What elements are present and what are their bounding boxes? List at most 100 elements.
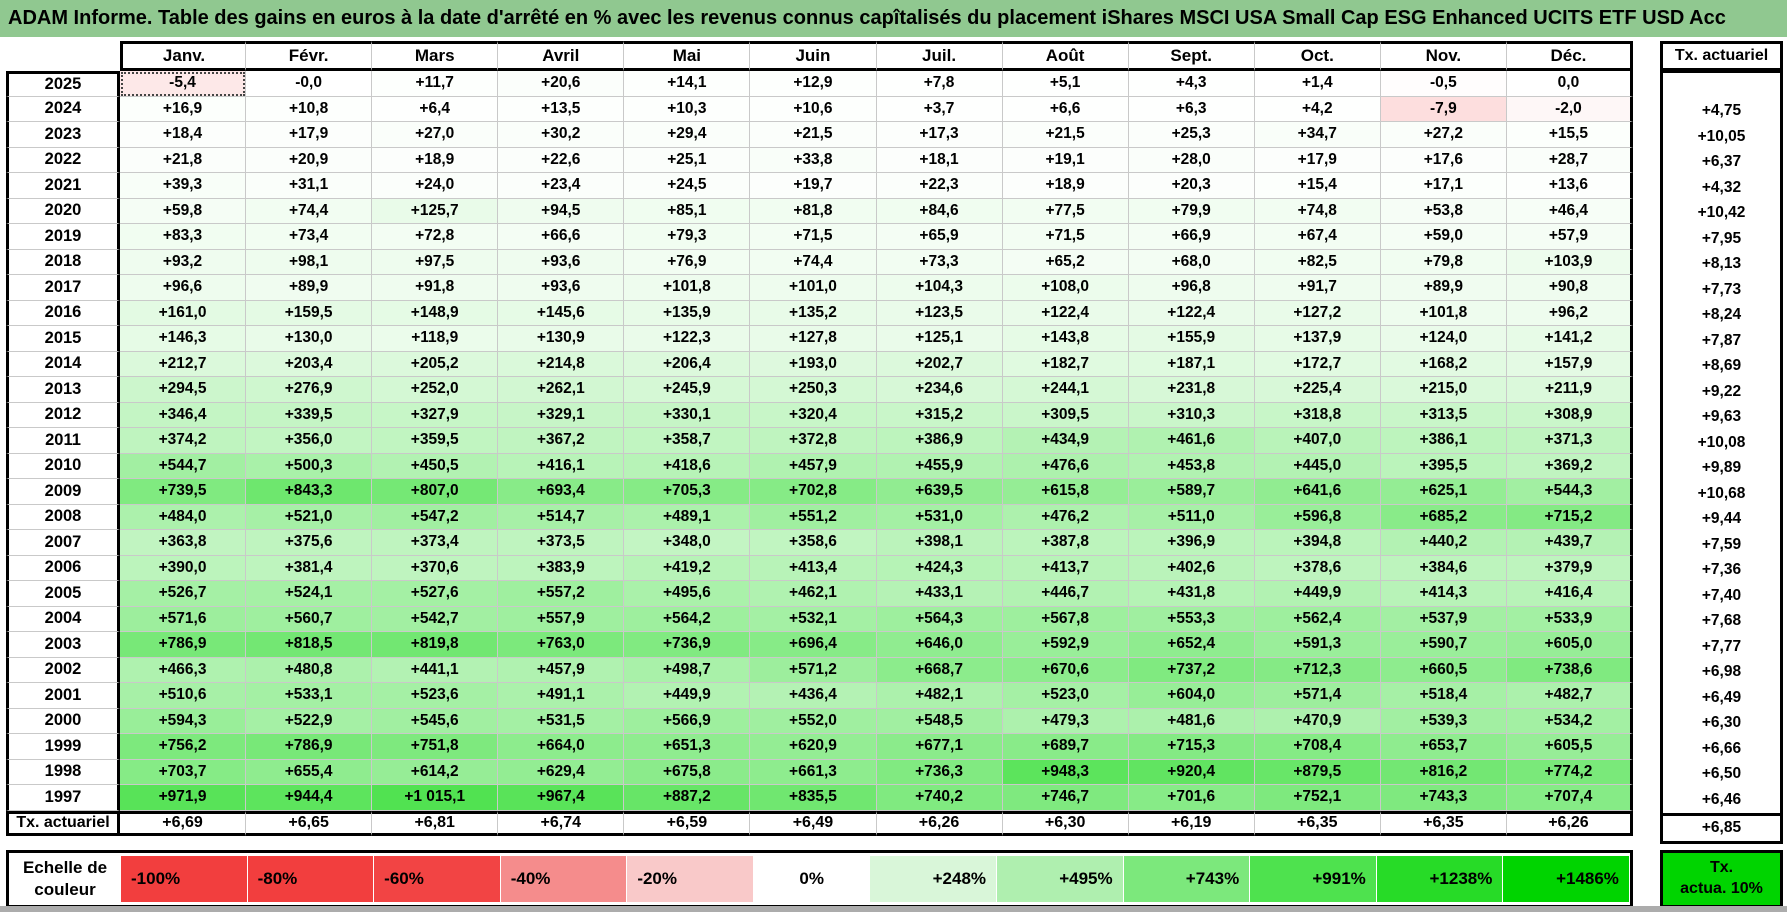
gain-cell[interactable]: +439,7 [1506,530,1633,556]
gain-cell[interactable]: +6,35 [1380,810,1507,836]
gain-cell[interactable]: +470,9 [1254,708,1381,734]
gain-cell[interactable]: +675,8 [624,759,751,785]
gain-cell[interactable]: +6,3 [1128,96,1255,122]
gain-cell[interactable]: +390,0 [120,555,247,581]
gain-cell[interactable]: +327,9 [372,402,499,428]
gain-cell[interactable]: +548,5 [876,708,1003,734]
gain-cell[interactable]: +46,4 [1506,198,1633,224]
gain-cell[interactable]: +39,3 [120,173,247,199]
gain-cell[interactable]: +1 015,1 [372,785,499,811]
gain-cell[interactable]: +6,59 [624,810,751,836]
gain-cell[interactable]: +604,0 [1128,683,1255,709]
gain-cell[interactable]: +17,3 [876,122,1003,148]
gain-cell[interactable]: +387,8 [1002,530,1129,556]
gain-cell[interactable]: +449,9 [1254,581,1381,607]
gain-cell[interactable]: +13,6 [1506,173,1633,199]
tx-actuariel-value[interactable]: +10,05 [1697,127,1746,145]
tx-actuariel-value[interactable] [1663,73,1780,99]
gain-cell[interactable]: +542,7 [372,606,499,632]
tx-actuariel-value[interactable]: +6,85 [1663,812,1780,841]
gain-cell[interactable]: +157,9 [1506,351,1633,377]
gain-cell[interactable]: +693,4 [498,479,625,505]
tx-actuariel-value[interactable]: +7,40 [1701,586,1742,604]
gain-cell[interactable]: +407,0 [1254,428,1381,454]
gain-cell[interactable]: +24,0 [372,173,499,199]
gain-cell[interactable]: +262,1 [498,377,625,403]
gain-cell[interactable]: +225,4 [1254,377,1381,403]
gain-cell[interactable]: +294,5 [120,377,247,403]
gain-cell[interactable]: +122,3 [624,326,751,352]
gain-cell[interactable]: +124,0 [1380,326,1507,352]
gain-cell[interactable]: +89,9 [246,275,373,301]
gain-cell[interactable]: +6,65 [246,810,373,836]
gain-cell[interactable]: +495,6 [624,581,751,607]
gain-cell[interactable]: +652,4 [1128,632,1255,658]
gain-cell[interactable]: +245,9 [624,377,751,403]
gain-cell[interactable]: +71,5 [1002,224,1129,250]
gain-cell[interactable]: +310,3 [1128,402,1255,428]
gain-cell[interactable]: +500,3 [246,453,373,479]
tx-actuariel-value[interactable]: +10,42 [1697,204,1746,222]
gain-cell[interactable]: +17,9 [246,122,373,148]
gain-cell[interactable]: +97,5 [372,249,499,275]
gain-cell[interactable]: +402,6 [1128,555,1255,581]
gain-cell[interactable]: +329,1 [498,402,625,428]
gain-cell[interactable]: +15,5 [1506,122,1633,148]
gain-cell[interactable]: +818,5 [246,632,373,658]
gain-cell[interactable]: +25,1 [624,147,751,173]
gain-cell[interactable]: +91,8 [372,275,499,301]
gain-cell[interactable]: +98,1 [246,249,373,275]
gain-cell[interactable]: +85,1 [624,198,751,224]
gain-cell[interactable]: +143,8 [1002,326,1129,352]
gain-cell[interactable]: +28,0 [1128,147,1255,173]
gain-cell[interactable]: +6,81 [372,810,499,836]
gain-cell[interactable]: +552,0 [750,708,877,734]
gain-cell[interactable]: +703,7 [120,759,247,785]
gain-cell[interactable]: +96,6 [120,275,247,301]
gain-cell[interactable]: +206,4 [624,351,751,377]
gain-cell[interactable]: +743,3 [1380,785,1507,811]
tx-actuariel-value[interactable]: +9,89 [1701,459,1742,477]
gain-cell[interactable]: +79,8 [1380,249,1507,275]
gain-cell[interactable]: +6,6 [1002,96,1129,122]
gain-cell[interactable]: +433,1 [876,581,1003,607]
gain-cell[interactable]: +533,1 [246,683,373,709]
gain-cell[interactable]: +313,5 [1380,402,1507,428]
gain-cell[interactable]: +653,7 [1380,734,1507,760]
tx-actuariel-value[interactable]: +7,87 [1701,331,1742,349]
tx-actuariel-value[interactable]: +10,68 [1697,484,1746,502]
tx-actuariel-value[interactable]: +6,98 [1701,663,1742,681]
gain-cell[interactable]: +701,6 [1128,785,1255,811]
gain-cell[interactable]: +10,8 [246,96,373,122]
gain-cell[interactable]: +168,2 [1380,351,1507,377]
gain-cell[interactable]: +34,7 [1254,122,1381,148]
gain-cell[interactable]: +441,1 [372,657,499,683]
gain-cell[interactable]: +489,1 [624,504,751,530]
gain-cell[interactable]: +193,0 [750,351,877,377]
gain-cell[interactable]: +4,3 [1128,71,1255,97]
gain-cell[interactable]: +739,5 [120,479,247,505]
gain-cell[interactable]: +482,1 [876,683,1003,709]
gain-cell[interactable]: +450,5 [372,453,499,479]
gain-cell[interactable]: +10,6 [750,96,877,122]
gain-cell[interactable]: +476,2 [1002,504,1129,530]
gain-cell[interactable]: +53,8 [1380,198,1507,224]
gain-cell[interactable]: +480,8 [246,657,373,683]
tx-actuariel-value[interactable]: +6,46 [1701,790,1742,808]
gain-cell[interactable]: +330,1 [624,402,751,428]
gain-cell[interactable]: +702,8 [750,479,877,505]
gain-cell[interactable]: +457,9 [498,657,625,683]
gain-cell[interactable]: +545,6 [372,708,499,734]
gain-cell[interactable]: +564,3 [876,606,1003,632]
gain-cell[interactable]: +544,3 [1506,479,1633,505]
gain-cell[interactable]: +101,8 [1380,300,1507,326]
gain-cell[interactable]: +498,7 [624,657,751,683]
gain-cell[interactable]: +20,3 [1128,173,1255,199]
gain-cell[interactable]: +670,6 [1002,657,1129,683]
gain-cell[interactable]: +879,5 [1254,759,1381,785]
gain-cell[interactable]: +91,7 [1254,275,1381,301]
gain-cell[interactable]: +696,4 [750,632,877,658]
gain-cell[interactable]: +664,0 [498,734,625,760]
gain-cell[interactable]: +74,4 [750,249,877,275]
gain-cell[interactable]: +482,7 [1506,683,1633,709]
